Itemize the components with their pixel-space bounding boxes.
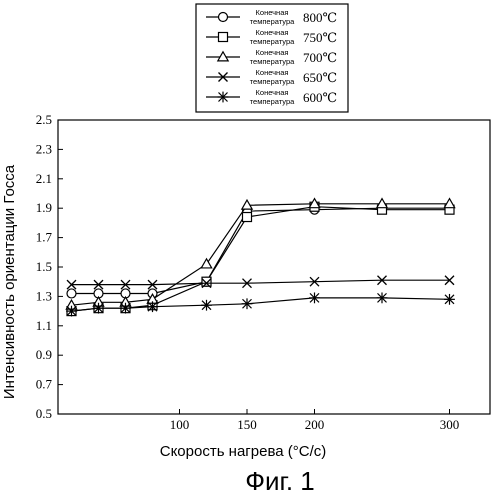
data-point bbox=[309, 292, 320, 303]
figure-caption: Фиг. 1 bbox=[245, 466, 315, 496]
legend: Конечнаятемпература800℃Конечнаятемперату… bbox=[196, 4, 348, 112]
data-point bbox=[67, 289, 76, 298]
data-point bbox=[147, 301, 158, 312]
y-tick-label: 1.7 bbox=[36, 230, 53, 245]
y-tick-label: 2.3 bbox=[36, 141, 52, 156]
data-point bbox=[219, 33, 228, 42]
plot-frame bbox=[58, 120, 490, 414]
legend-label: температура bbox=[250, 97, 295, 106]
data-point bbox=[93, 303, 104, 314]
y-tick-label: 1.3 bbox=[36, 288, 52, 303]
y-tick-label: 1.1 bbox=[36, 318, 52, 333]
series-x bbox=[67, 276, 454, 289]
x-tick-label: 100 bbox=[170, 417, 190, 432]
data-point bbox=[243, 213, 252, 222]
data-point bbox=[377, 199, 387, 208]
legend-label: Конечная bbox=[256, 28, 289, 37]
legend-label: температура bbox=[250, 77, 295, 86]
y-tick-label: 0.5 bbox=[36, 406, 52, 421]
legend-label: Конечная bbox=[256, 8, 289, 17]
legend-label: Конечная bbox=[256, 68, 289, 77]
legend-label: температура bbox=[250, 17, 295, 26]
y-tick-label: 0.7 bbox=[36, 377, 53, 392]
data-point bbox=[66, 306, 77, 317]
legend-label: Конечная bbox=[256, 48, 289, 57]
legend-temperature: 800℃ bbox=[303, 10, 337, 25]
data-point bbox=[377, 292, 388, 303]
y-tick-label: 2.1 bbox=[36, 171, 52, 186]
y-axis-title: Интенсивность ориентации Госса bbox=[1, 164, 18, 399]
x-tick-label: 300 bbox=[440, 417, 460, 432]
y-axis: 0.5 0.7 0.9 1.1 1.3 1.5 1.7 1.9 2.1 2.3 2.5 bbox=[36, 112, 63, 421]
data-point bbox=[242, 200, 252, 209]
data-point bbox=[444, 199, 454, 208]
legend-label: Конечная bbox=[256, 88, 289, 97]
data-point bbox=[201, 259, 211, 268]
data-point bbox=[242, 298, 253, 309]
x-tick-label: 150 bbox=[237, 417, 257, 432]
y-tick-label: 1.9 bbox=[36, 200, 52, 215]
data-point bbox=[201, 300, 212, 311]
legend-label: температура bbox=[250, 57, 295, 66]
legend-temperature: 700℃ bbox=[303, 50, 337, 65]
data-point bbox=[202, 277, 211, 286]
y-tick-label: 0.9 bbox=[36, 347, 52, 362]
x-axis-title: Скорость нагрева (°C/c) bbox=[160, 443, 327, 460]
y-tick-label: 1.5 bbox=[36, 259, 52, 274]
data-point bbox=[219, 13, 228, 22]
data-point bbox=[120, 303, 131, 314]
legend-temperature: 750℃ bbox=[303, 30, 337, 45]
legend-temperature: 650℃ bbox=[303, 70, 337, 85]
data-point bbox=[218, 92, 229, 103]
legend-temperature: 600℃ bbox=[303, 90, 337, 105]
x-axis: 100 150 200 300 bbox=[170, 409, 460, 432]
x-tick-label: 200 bbox=[305, 417, 325, 432]
y-tick-label: 2.5 bbox=[36, 112, 52, 127]
data-point bbox=[444, 294, 455, 305]
series-layer bbox=[66, 199, 455, 317]
legend-label: температура bbox=[250, 37, 295, 46]
